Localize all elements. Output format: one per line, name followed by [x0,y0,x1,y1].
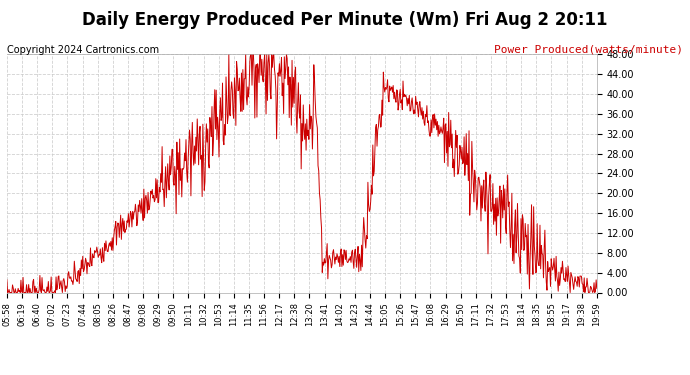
Text: Daily Energy Produced Per Minute (Wm) Fri Aug 2 20:11: Daily Energy Produced Per Minute (Wm) Fr… [82,11,608,29]
Text: Copyright 2024 Cartronics.com: Copyright 2024 Cartronics.com [7,45,159,55]
Text: Power Produced(watts/minute): Power Produced(watts/minute) [494,45,683,55]
